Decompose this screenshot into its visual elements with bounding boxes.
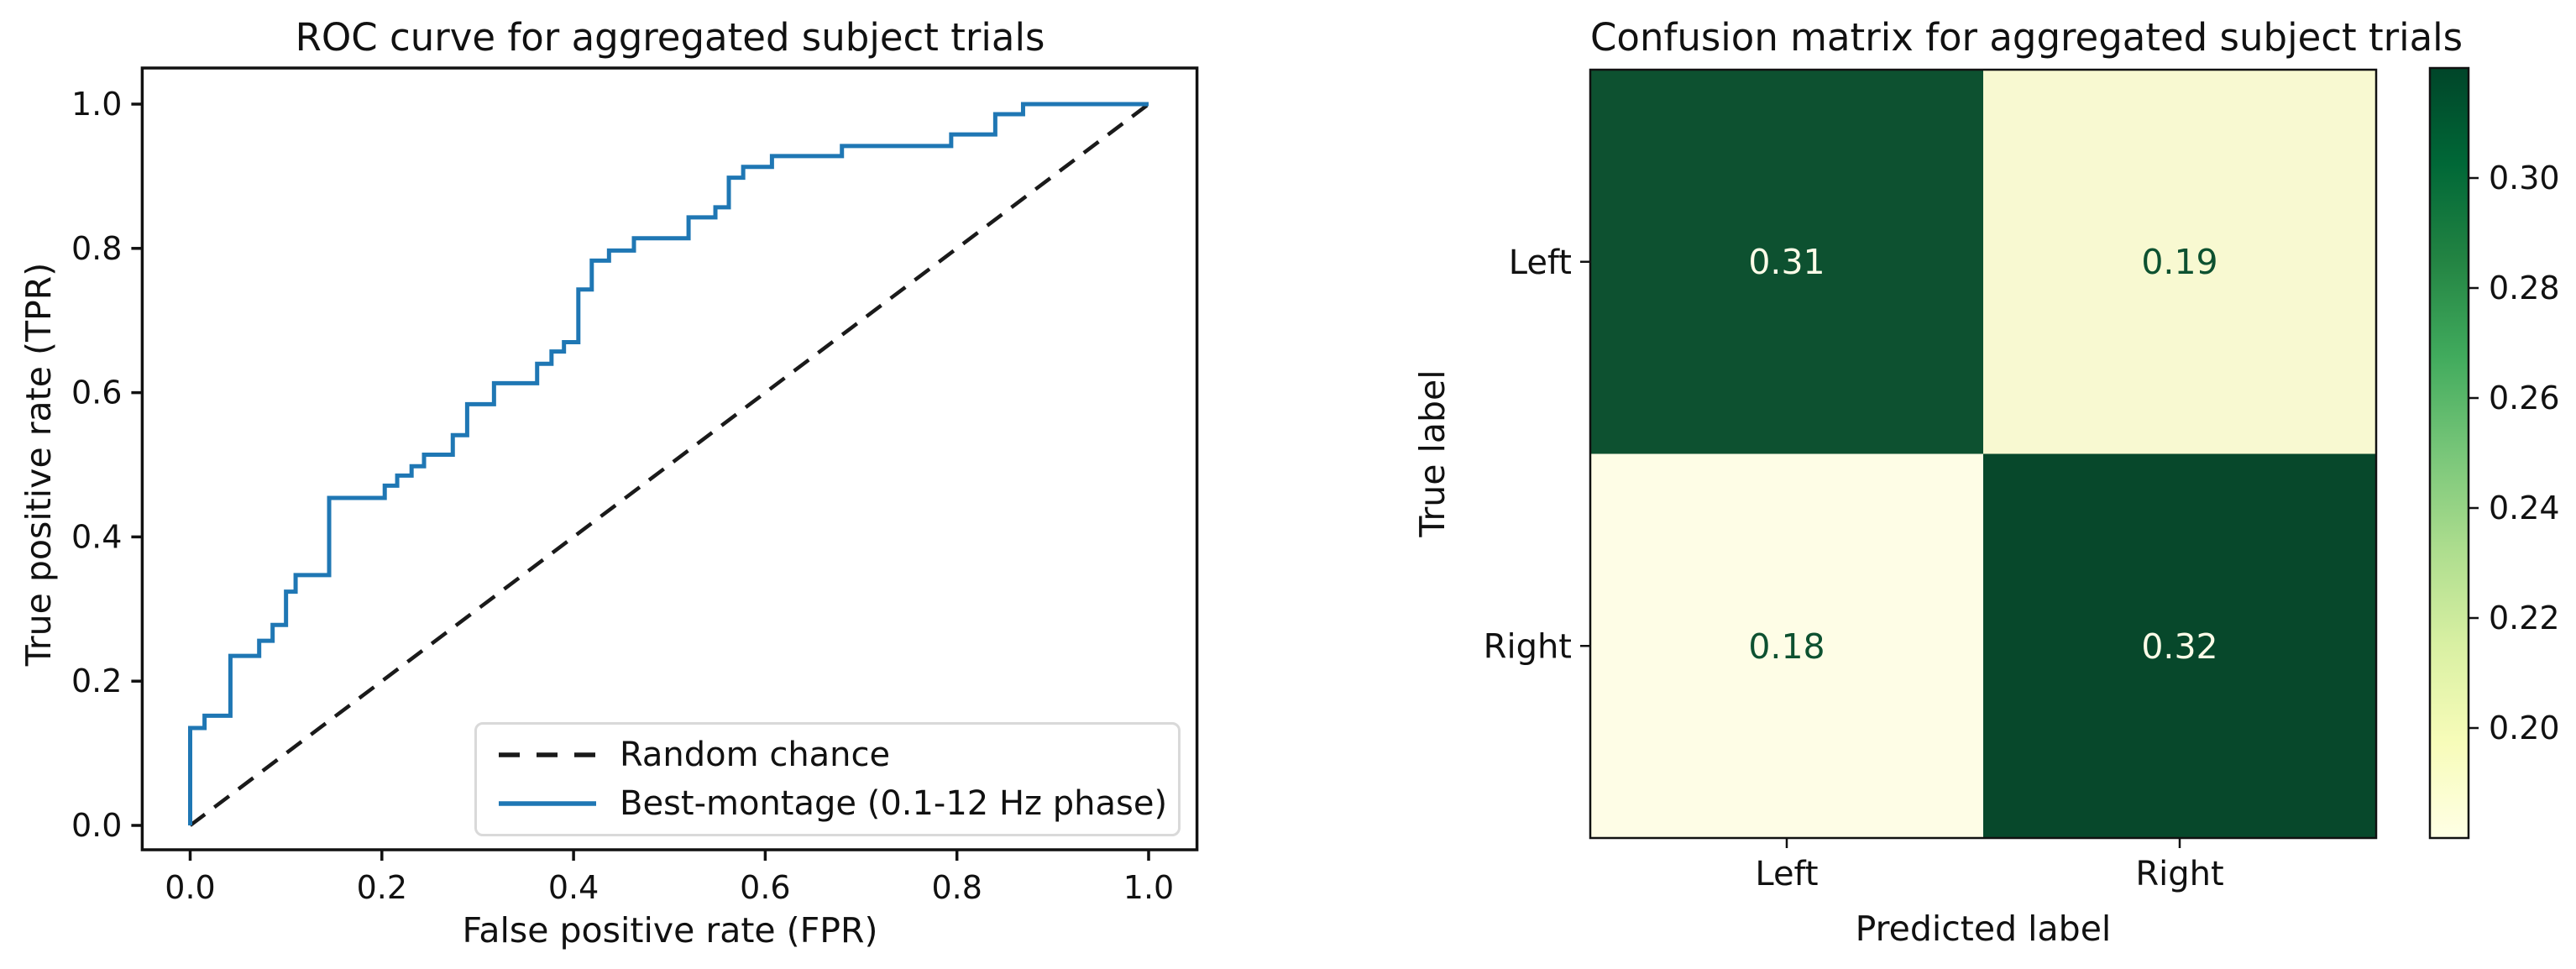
roc-x-tick-label: 0.8 [931, 869, 982, 906]
roc-y-tick-label: 0.0 [71, 807, 122, 844]
confusion-matrix-xlabel: Predicted label [1855, 909, 2112, 949]
cm-colorbar-tick-label: 0.26 [2489, 380, 2560, 416]
cm-colorbar-tick-label: 0.20 [2489, 710, 2560, 746]
cm-axes-box [1589, 68, 2378, 840]
cm-cell-value-true-right-pred-left: 0.18 [1748, 626, 1825, 667]
cm-colorbar-tick-label: 0.28 [2489, 270, 2560, 306]
roc-x-tick-label: 0.6 [740, 869, 790, 906]
legend-entry-random-chance: Random chance [497, 736, 1178, 774]
confusion-matrix-ylabel: True label [1412, 369, 1453, 537]
roc-title: ROC curve for aggregated subject trials [295, 15, 1045, 60]
cm-row-label: Right [1484, 627, 1572, 666]
roc-best-montage-curve [188, 102, 1149, 825]
roc-y-tick-label: 0.4 [71, 518, 122, 555]
roc-legend: Random chance Best-montage (0.1-12 Hz ph… [474, 722, 1181, 836]
cm-col-label: Right [2135, 855, 2223, 893]
roc-axes-box [140, 66, 1199, 851]
cm-cell [1590, 70, 1983, 454]
legend-dashed-line-sample [499, 752, 596, 757]
legend-label-best-montage: Best-montage (0.1-12 Hz phase) [620, 784, 1168, 824]
legend-label-random-chance: Random chance [620, 735, 891, 774]
roc-x-tick-label: 1.0 [1123, 869, 1174, 906]
roc-xlabel: False positive rate (FPR) [462, 910, 878, 951]
roc-y-tick-label: 0.2 [71, 663, 122, 699]
cm-colorbar-tick-label: 0.24 [2489, 490, 2560, 526]
roc-ylabel: True positive rate (TPR) [18, 262, 59, 667]
cm-colorbar [2430, 68, 2469, 838]
cm-cell [1590, 453, 1983, 838]
cm-col-label: Left [1755, 855, 1818, 893]
roc-random-chance-line [189, 102, 1150, 827]
roc-x-tick-label: 0.4 [548, 869, 599, 906]
cm-cell [1983, 453, 2376, 838]
cm-row-label: Left [1509, 244, 1572, 282]
roc-y-tick-label: 0.6 [71, 375, 122, 411]
cm-cell [1983, 70, 2376, 454]
cm-colorbar-tick-label: 0.30 [2489, 160, 2560, 196]
roc-x-tick-label: 0.0 [165, 869, 215, 906]
cm-colorbar-border [2428, 66, 2470, 840]
roc-x-tick-label: 0.2 [357, 869, 407, 906]
roc-y-tick-label: 1.0 [71, 86, 122, 123]
cm-cell-value-true-left-pred-right: 0.19 [2141, 242, 2218, 282]
cm-colorbar-tick-label: 0.22 [2489, 600, 2560, 636]
cm-cell-value-true-right-pred-right: 0.32 [2141, 626, 2218, 667]
legend-solid-line-sample [499, 801, 596, 807]
roc-chart: 0.0 0.2 0.4 0.6 0.8 1.0 0.0 0.2 0.4 0.6 0.8 1.0 [71, 66, 1199, 906]
legend-entry-best-montage: Best-montage (0.1-12 Hz phase) [497, 784, 1178, 823]
cm-cell-value-true-left-pred-left: 0.31 [1748, 242, 1825, 282]
confusion-matrix-chart: Left Right Left Right 0.30 0.28 0.26 0.24 0.22 0.… [1484, 66, 2560, 893]
confusion-matrix-title: Confusion matrix for aggregated subject … [1590, 15, 2463, 60]
roc-y-tick-label: 0.8 [71, 230, 122, 267]
